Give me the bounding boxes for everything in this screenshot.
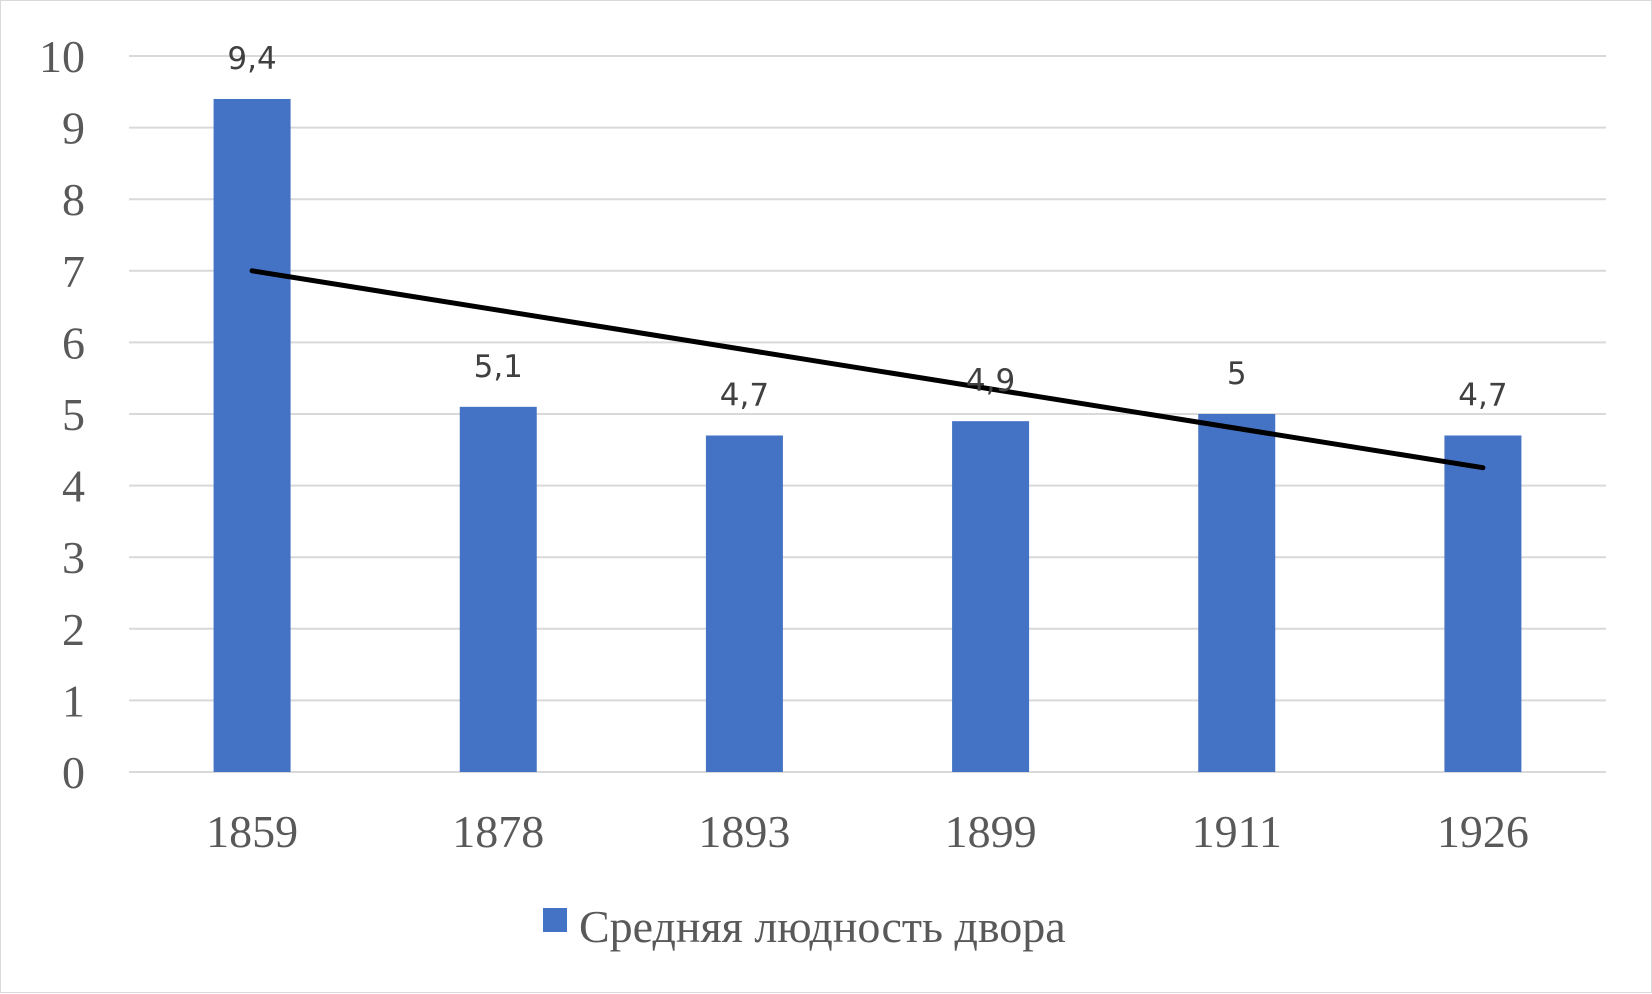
x-tick-label: 1893 bbox=[698, 806, 790, 857]
data-label: 9,4 bbox=[227, 41, 276, 77]
y-tick-label: 2 bbox=[62, 604, 85, 655]
x-tick-label: 1911 bbox=[1192, 806, 1282, 857]
y-tick-label: 7 bbox=[62, 246, 85, 297]
bar bbox=[1444, 435, 1522, 772]
gridlines bbox=[129, 55, 1606, 773]
bar bbox=[459, 406, 537, 772]
bar bbox=[705, 435, 783, 772]
bar bbox=[952, 421, 1030, 772]
data-label: 4,7 bbox=[720, 377, 769, 413]
x-tick-label: 1878 bbox=[452, 806, 544, 857]
y-tick-label: 5 bbox=[62, 389, 85, 440]
y-tick-label: 1 bbox=[62, 675, 85, 726]
bar bbox=[213, 98, 291, 772]
legend-swatch bbox=[543, 908, 567, 932]
data-labels: 9,4 5,1 4,7 4,9 5 4,7 bbox=[227, 41, 1507, 414]
x-axis-ticks: 1859 1878 1893 1899 1911 1926 bbox=[206, 806, 1529, 857]
y-tick-label: 8 bbox=[62, 174, 85, 225]
bar bbox=[1198, 414, 1276, 772]
trendline bbox=[249, 268, 1486, 471]
y-tick-label: 10 bbox=[39, 31, 85, 82]
legend-label: Средняя людность двора bbox=[579, 901, 1066, 952]
data-label: 4,9 bbox=[966, 363, 1015, 399]
x-tick-label: 1899 bbox=[945, 806, 1037, 857]
y-tick-label: 0 bbox=[62, 747, 85, 798]
y-tick-label: 4 bbox=[62, 461, 85, 512]
data-label: 4,7 bbox=[1458, 377, 1507, 413]
legend: Средняя людность двора bbox=[543, 901, 1066, 952]
y-tick-label: 9 bbox=[62, 103, 85, 154]
y-tick-label: 3 bbox=[62, 532, 85, 583]
data-label: 5 bbox=[1227, 356, 1247, 392]
x-tick-label: 1859 bbox=[206, 806, 298, 857]
x-tick-label: 1926 bbox=[1437, 806, 1529, 857]
y-axis-ticks: 0 1 2 3 4 5 6 7 8 9 10 bbox=[39, 31, 85, 798]
trendline-line bbox=[249, 268, 1486, 471]
bars bbox=[213, 98, 1522, 772]
y-tick-label: 6 bbox=[62, 317, 85, 368]
data-label: 5,1 bbox=[474, 349, 523, 385]
